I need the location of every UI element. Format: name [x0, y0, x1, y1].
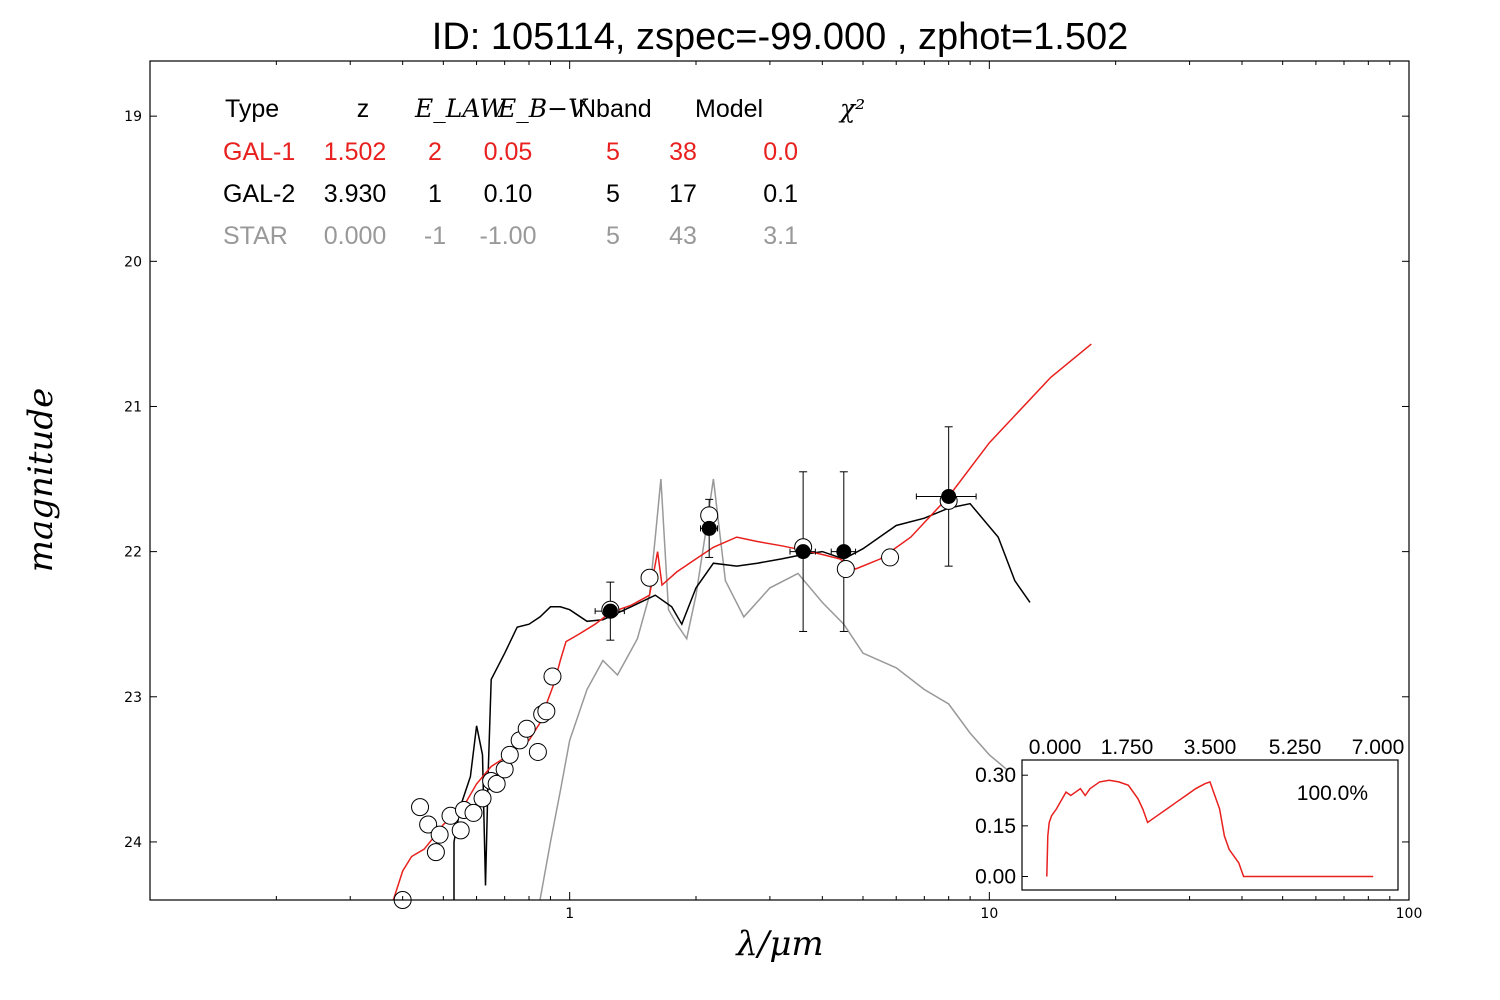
y-tick-label: 19 — [124, 109, 142, 125]
y-tick-label: 22 — [124, 545, 142, 561]
table-header: E_B−V — [497, 94, 589, 123]
table-cell-model: 17 — [669, 180, 697, 208]
table-header: Type — [225, 95, 279, 123]
table-header: χ² — [838, 94, 865, 123]
pz-annotation: 100.0% — [1297, 782, 1368, 805]
table-cell-elaw: 1 — [428, 180, 442, 208]
y-tick-label: 21 — [124, 399, 142, 415]
table-cell-chi2: 3.1 — [763, 222, 798, 250]
table-cell-model: 38 — [669, 138, 697, 166]
inset-x-tick-label: 7.000 — [1352, 736, 1405, 759]
observed-point — [941, 488, 957, 504]
model-point — [473, 789, 492, 808]
table-cell-type: GAL-1 — [223, 138, 295, 166]
model-point — [881, 548, 900, 567]
table-cell-elaw: 2 — [428, 138, 442, 166]
model-point — [537, 702, 556, 721]
inset-x-tick-label: 3.500 — [1184, 736, 1237, 759]
table-cell-nband: 5 — [606, 222, 620, 250]
table-cell-type: GAL-2 — [223, 180, 295, 208]
inset-y-tick-label: 0.00 — [975, 865, 1016, 888]
table-cell-nband: 5 — [606, 180, 620, 208]
model-point — [517, 719, 536, 738]
model-point — [640, 568, 659, 587]
x-tick-label: 1 — [565, 906, 574, 922]
model-point — [464, 803, 483, 822]
table-cell-ebv: 0.10 — [484, 180, 533, 208]
y-tick-label: 20 — [124, 254, 142, 270]
y-tick-label: 23 — [124, 690, 142, 706]
table-cell-ebv: -1.00 — [480, 222, 537, 250]
table-cell-nband: 5 — [606, 138, 620, 166]
table-cell-z: 1.502 — [324, 138, 387, 166]
table-cell-chi2: 0.1 — [763, 180, 798, 208]
table-header: Model — [695, 95, 763, 123]
series-line-star — [539, 478, 1008, 900]
pz-curve — [1046, 779, 1374, 878]
model-point — [836, 560, 855, 579]
model-point — [487, 774, 506, 793]
inset-x-tick-label: 5.250 — [1269, 736, 1322, 759]
observed-point — [836, 544, 852, 560]
inset-y-tick-label: 0.30 — [975, 764, 1016, 787]
model-point — [451, 821, 470, 840]
table-cell-ebv: 0.05 — [484, 138, 533, 166]
model-point — [419, 815, 438, 834]
table-cell-z: 0.000 — [324, 222, 387, 250]
y-tick-label: 24 — [124, 835, 142, 851]
inset-y-tick-label: 0.15 — [975, 815, 1016, 838]
table-cell-elaw: -1 — [424, 222, 446, 250]
pz-inset-frame — [1021, 759, 1399, 891]
inset-x-tick-label: 1.750 — [1101, 736, 1154, 759]
table-cell-model: 43 — [669, 222, 697, 250]
table-header: Nband — [578, 95, 652, 123]
table-cell-type: STAR — [223, 222, 288, 250]
model-point — [430, 825, 449, 844]
table-cell-chi2: 0.0 — [763, 138, 798, 166]
table-header: z — [357, 95, 370, 123]
model-point — [411, 798, 430, 817]
observed-point — [701, 520, 717, 536]
x-axis-label: λ/μm — [734, 924, 823, 964]
model-point — [528, 742, 547, 761]
x-tick-label: 100 — [1396, 906, 1423, 922]
model-point — [543, 667, 562, 686]
chart-title: ID: 105114, zspec=-99.000 , zphot=1.502 — [431, 16, 1129, 58]
inset-x-tick-label: 0.000 — [1029, 736, 1082, 759]
model-point — [426, 843, 445, 862]
observed-point — [602, 603, 618, 619]
x-tick-label: 10 — [980, 906, 998, 922]
observed-point — [795, 544, 811, 560]
series-line-gal-2 — [453, 502, 1031, 900]
y-axis-label: magnitude — [21, 388, 61, 573]
table-header: E_LAW — [414, 94, 507, 123]
plot-frame — [149, 60, 1410, 901]
table-cell-z: 3.930 — [324, 180, 387, 208]
model-point — [500, 745, 519, 764]
